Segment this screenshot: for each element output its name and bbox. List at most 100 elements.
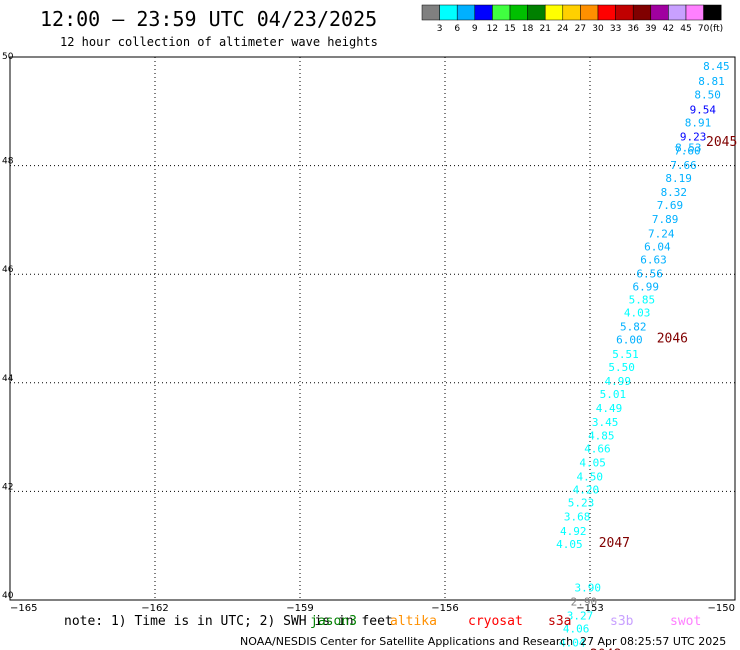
x-tick-label: −153 [576,603,603,614]
colorbar-tick-label: 18 [522,24,534,34]
wave-height-point: 8.91 [685,117,712,130]
x-tick-label: −156 [431,603,458,614]
colorbar-swatch [597,4,616,21]
satellite-legend-item: swot [670,614,701,629]
colorbar-swatch [562,4,581,21]
colorbar-swatch [421,4,440,21]
colorbar-swatch [439,4,458,21]
time-annotation: 2048 [590,648,621,650]
time-annotation: 2046 [657,332,688,347]
colorbar-tick-label: 42 [663,24,674,34]
wave-height-point: 4.92 [560,525,587,538]
wave-height-point: 3.27 [567,610,594,623]
x-tick-label: −150 [708,603,735,614]
wave-height-point: 6.63 [640,253,667,266]
wave-height-point: 4.06 [563,623,590,636]
colorbar-swatch [544,4,564,21]
colorbar-tick-label: 21 [539,24,550,34]
wave-height-point: 7.60 [674,145,701,158]
wave-height-point: 4.05 [579,456,606,469]
wave-height-point: 5.82 [620,321,647,334]
wave-height-point: 5.51 [612,348,639,361]
wave-height-point: 4.85 [588,429,615,442]
wave-height-point: 5.23 [568,497,595,510]
colorbar-swatch [456,4,476,21]
colorbar-tick-label: 70 [698,24,710,34]
wave-height-point: 3.68 [564,511,591,524]
colorbar-swatch [580,4,599,21]
wave-height-point: 8.45 [703,60,730,73]
colorbar-swatch [632,4,652,21]
wave-height-point: 9.54 [690,103,717,116]
colorbar-legend: 3 6 9 12 15 18 21 24 27 30 33 36 39 42 45 70 (ft) [421,4,724,34]
wave-height-point: 4.49 [596,402,623,415]
colorbar-swatch [668,4,687,21]
time-annotation: 2045 [706,135,737,150]
colorbar-tick-label: 6 [454,24,460,34]
time-annotations: 2045 2046 2047 2048 [590,135,737,650]
wave-height-point: 8.32 [661,186,688,199]
chart-subtitle: 12 hour collection of altimeter wave hei… [60,35,378,49]
colorbar-tick-label: 12 [487,24,498,34]
y-axis-ticks: 40 42 44 46 48 50 [2,52,14,601]
colorbar-tick-label: 36 [627,24,639,34]
colorbar-swatch [527,4,546,21]
wave-height-point: 8.19 [665,172,692,185]
wave-height-point: 4.20 [573,484,600,497]
wave-height-point: 6.56 [636,267,663,280]
colorbar-tick-label: 39 [645,24,657,34]
colorbar-tick-label: 9 [472,24,478,34]
satellite-legend-item: s3a [548,614,571,629]
wave-height-point: 4.03 [624,307,651,320]
wave-height-point: 7.24 [648,227,675,240]
colorbar-tick-label: 33 [610,24,621,34]
wave-height-point: 3.90 [575,581,602,594]
wave-height-point: 4.04 [559,637,586,650]
colorbar-tick-label: 24 [557,24,569,34]
colorbar-swatch [703,4,722,21]
satellite-legend-item: altika [390,614,437,629]
colorbar-tick-label: 15 [504,24,515,34]
y-tick-label: 50 [2,52,14,62]
x-tick-label: −159 [286,603,313,614]
wave-height-point: 5.85 [629,294,656,307]
colorbar-swatch [492,4,511,21]
footer-timestamp: 27 Apr 08:25:57 UTC 2025 [580,635,726,648]
satellite-legend-item: jason3 [310,614,357,629]
wave-height-point: 6.04 [644,240,671,253]
wave-height-point: 7.66 [670,159,697,172]
colorbar-tick-label: 3 [437,24,443,34]
wave-height-point: 6.99 [633,280,660,293]
satellite-legend-item: s3b [610,614,634,629]
wave-height-point: 5.50 [608,361,635,374]
time-annotation: 2047 [599,536,630,551]
plot-frame [9,56,736,601]
wave-height-point: 9.23 [680,131,707,144]
colorbar-tick-label: 45 [680,24,691,34]
footer-note: note: 1) Time is in UTC; 2) SWH is in fe… [64,614,393,629]
wave-height-point: 8.50 [694,88,721,101]
footer-credit: NOAA/NESDIS Center for Satellite Applica… [240,635,573,648]
y-tick-label: 46 [2,265,14,275]
wave-height-point: 4.66 [584,442,611,455]
x-tick-label: −162 [141,603,168,614]
colorbar-swatch [474,4,493,21]
x-axis-ticks: −165 −162 −159 −156 −153 −150 [10,603,735,614]
wave-height-point: 5.01 [600,388,627,401]
colorbar-unit: (ft) [710,24,724,34]
y-tick-label: 42 [2,482,13,492]
y-tick-label: 48 [2,157,14,167]
colorbar-tick-label: 27 [575,24,586,34]
wave-height-point: 7.89 [652,213,679,226]
satellite-legend-item: cryosat [468,614,523,629]
chart-title: 12:00 – 23:59 UTC 04/23/2025 [40,7,377,31]
wave-height-point: 8.53 [675,141,702,154]
wave-height-point: 7.69 [657,199,684,212]
colorbar-swatch [509,4,528,21]
x-tick-label: −165 [10,603,37,614]
colorbar-swatch [615,4,634,21]
y-tick-label: 40 [2,591,14,601]
wave-height-point: 4.05 [556,538,583,551]
grid-lines [10,57,735,600]
